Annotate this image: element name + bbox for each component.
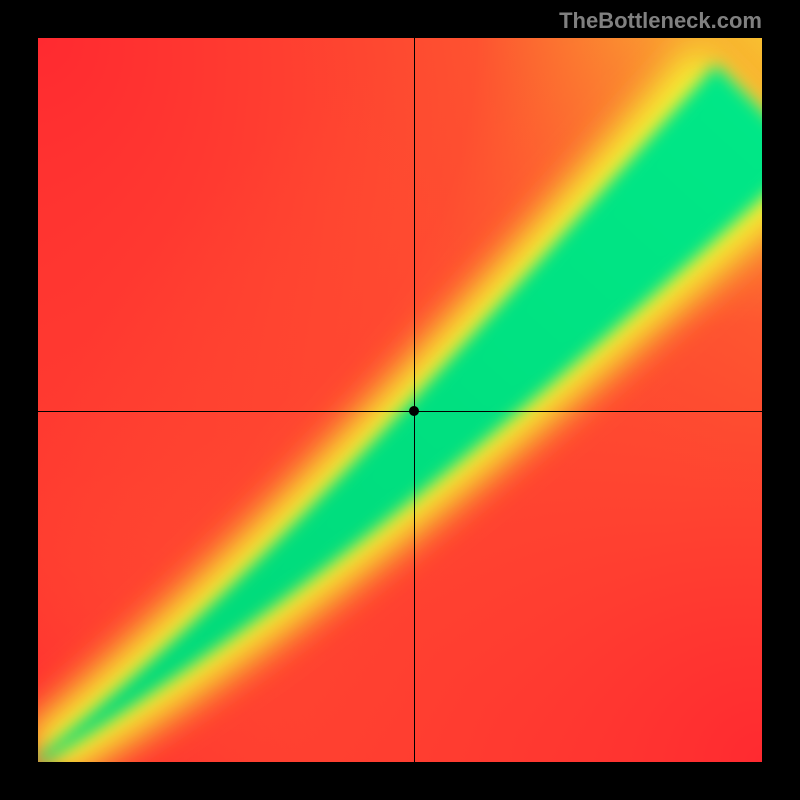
- crosshair-vertical: [414, 38, 415, 762]
- crosshair-marker: [409, 406, 419, 416]
- crosshair-horizontal: [38, 411, 762, 412]
- heatmap-plot: [38, 38, 762, 762]
- watermark-text: TheBottleneck.com: [559, 8, 762, 34]
- heatmap-svg: [38, 38, 762, 762]
